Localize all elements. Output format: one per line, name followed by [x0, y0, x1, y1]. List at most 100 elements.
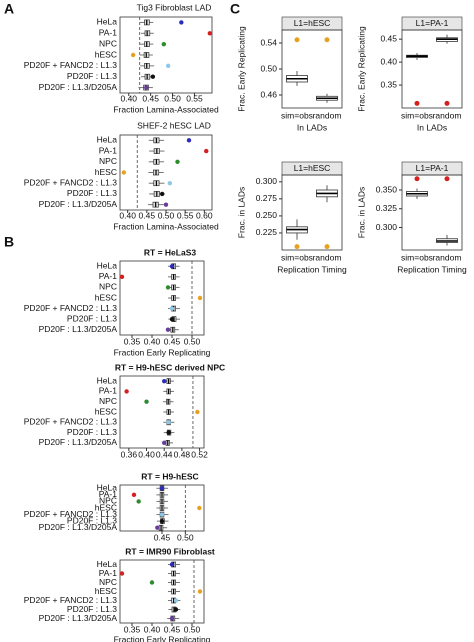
observed-dot: [159, 486, 165, 491]
category-label: NPC: [99, 282, 117, 292]
observed-dot: [165, 327, 171, 332]
chart-title: RT = H9-hESC derived NPC: [115, 362, 225, 372]
observed-dot: [124, 389, 129, 394]
y-tick-label: 0.300: [376, 222, 398, 232]
y-tick-label: 0.300: [256, 176, 278, 186]
panel-label: C: [230, 1, 240, 17]
category-label: PD20F : L1.3/D205A: [39, 522, 118, 532]
observed-dot: [130, 52, 136, 58]
observed-dot: [166, 430, 171, 435]
x-tick-label: 0.60: [196, 210, 213, 220]
x-tick-label: 0.35: [124, 624, 141, 634]
observed-dot: [169, 264, 175, 269]
observed-dot: [165, 63, 171, 69]
category-label: PD20F : L1.3: [67, 313, 117, 323]
observed-dot: [173, 598, 179, 603]
y-tick-label: 0.275: [256, 193, 278, 203]
observed-dot: [179, 20, 184, 25]
category-label: PD20F + FANCD2 : L1.3: [24, 303, 118, 313]
y-tick-label: 0.54: [260, 37, 277, 47]
x-tick-label: 0.44: [156, 449, 173, 459]
observed-dot: [161, 41, 167, 47]
observed-dot: [175, 159, 180, 164]
observed-dot: [324, 244, 330, 250]
category-label: PD20F + FANCD2 : L1.3: [24, 177, 118, 187]
category-label: PD20F : L1.3/D205A: [39, 199, 118, 209]
x-tick-label: 0.45: [164, 624, 181, 634]
x-tick-label: 0.36: [121, 449, 138, 459]
observed-dot: [159, 191, 165, 197]
observed-dot: [169, 562, 175, 567]
category-label: PD20F : L1.3: [67, 427, 117, 437]
category-label: hESC: [95, 406, 117, 416]
category-label: HeLa: [97, 559, 118, 569]
panel-label: B: [4, 234, 14, 250]
y-tick-label: 0.50: [260, 63, 277, 73]
y-axis-label: Frac. Early Replicating: [356, 26, 366, 112]
plot-frame: [119, 16, 213, 94]
observed-dot: [444, 176, 450, 182]
y-tick-label: 0.350: [376, 184, 398, 194]
x-tick-label: 0.40: [144, 336, 161, 346]
x-axis-label: In LADs: [417, 122, 447, 132]
category-label: hESC: [95, 502, 117, 512]
plot-frame: [119, 134, 213, 211]
category-label: PD20F : L1.3: [67, 515, 117, 525]
category-label: PD20F + FANCD2 : L1.3: [24, 60, 118, 70]
category-label: PA-1: [99, 271, 118, 281]
plot-frame: [119, 559, 205, 624]
x-tick-label: 0.55: [186, 93, 203, 103]
x-axis-label: In LADs: [297, 122, 327, 132]
observed-dot: [169, 316, 175, 322]
x-tick-label: 0.40: [144, 624, 161, 634]
category-label: PD20F + FANCD2 : L1.3: [24, 417, 118, 427]
category-label: HeLa: [97, 135, 118, 145]
category-label: hESC: [95, 49, 117, 59]
category-label: PD20F : L1.3/D205A: [39, 613, 118, 623]
observed-dot: [186, 138, 192, 143]
y-tick-label: 0.46: [260, 89, 277, 99]
x-tick-label: sim=obs: [281, 110, 313, 120]
category-label: PD20F + FANCD2 : L1.3: [24, 595, 118, 605]
x-tick-label: 0.40: [138, 449, 155, 459]
observed-dot: [166, 420, 171, 425]
y-axis-label: Frac. in LADs: [236, 187, 246, 239]
category-label: hESC: [95, 586, 117, 596]
chart-title: RT = H9-hESC: [141, 471, 198, 481]
panel-label: A: [4, 1, 14, 17]
observed-dot: [162, 440, 167, 446]
chart-title: L1=PA-1: [416, 163, 449, 173]
category-label: PD20F : L1.3/D205A: [39, 437, 118, 447]
plot-frame: [119, 375, 205, 449]
y-tick-label: 0.35: [380, 79, 397, 89]
category-label: PD20F + FANCD2 : L1.3: [24, 509, 118, 519]
category-label: PD20F : L1.3: [67, 188, 117, 198]
x-tick-label: 0.40: [120, 93, 137, 103]
x-axis-label: Replication Timing: [277, 264, 347, 274]
observed-dot: [197, 505, 202, 511]
observed-dot: [119, 571, 125, 576]
observed-dot: [144, 85, 149, 90]
category-label: NPC: [99, 38, 117, 48]
x-axis-label: Fraction Lamina-Associated: [113, 104, 219, 114]
observed-dot: [444, 100, 450, 106]
observed-dot: [294, 37, 300, 43]
x-tick-label: 0.50: [177, 532, 194, 542]
observed-dot: [414, 100, 420, 106]
observed-dot: [167, 181, 173, 186]
chart-title: L1=hESC: [294, 163, 331, 173]
observed-dot: [162, 378, 167, 384]
category-label: PA-1: [99, 145, 118, 155]
x-tick-label: random: [313, 110, 342, 120]
x-tick-label: 0.45: [142, 93, 159, 103]
x-tick-label: 0.55: [177, 210, 194, 220]
observed-dot: [131, 492, 137, 498]
x-tick-label: 0.40: [119, 210, 136, 220]
category-label: HeLa: [97, 261, 118, 271]
x-tick-label: sim=obs: [281, 252, 313, 262]
observed-dot: [163, 202, 169, 207]
category-label: NPC: [99, 396, 117, 406]
category-label: HeLa: [97, 375, 118, 385]
observed-dot: [169, 616, 175, 621]
